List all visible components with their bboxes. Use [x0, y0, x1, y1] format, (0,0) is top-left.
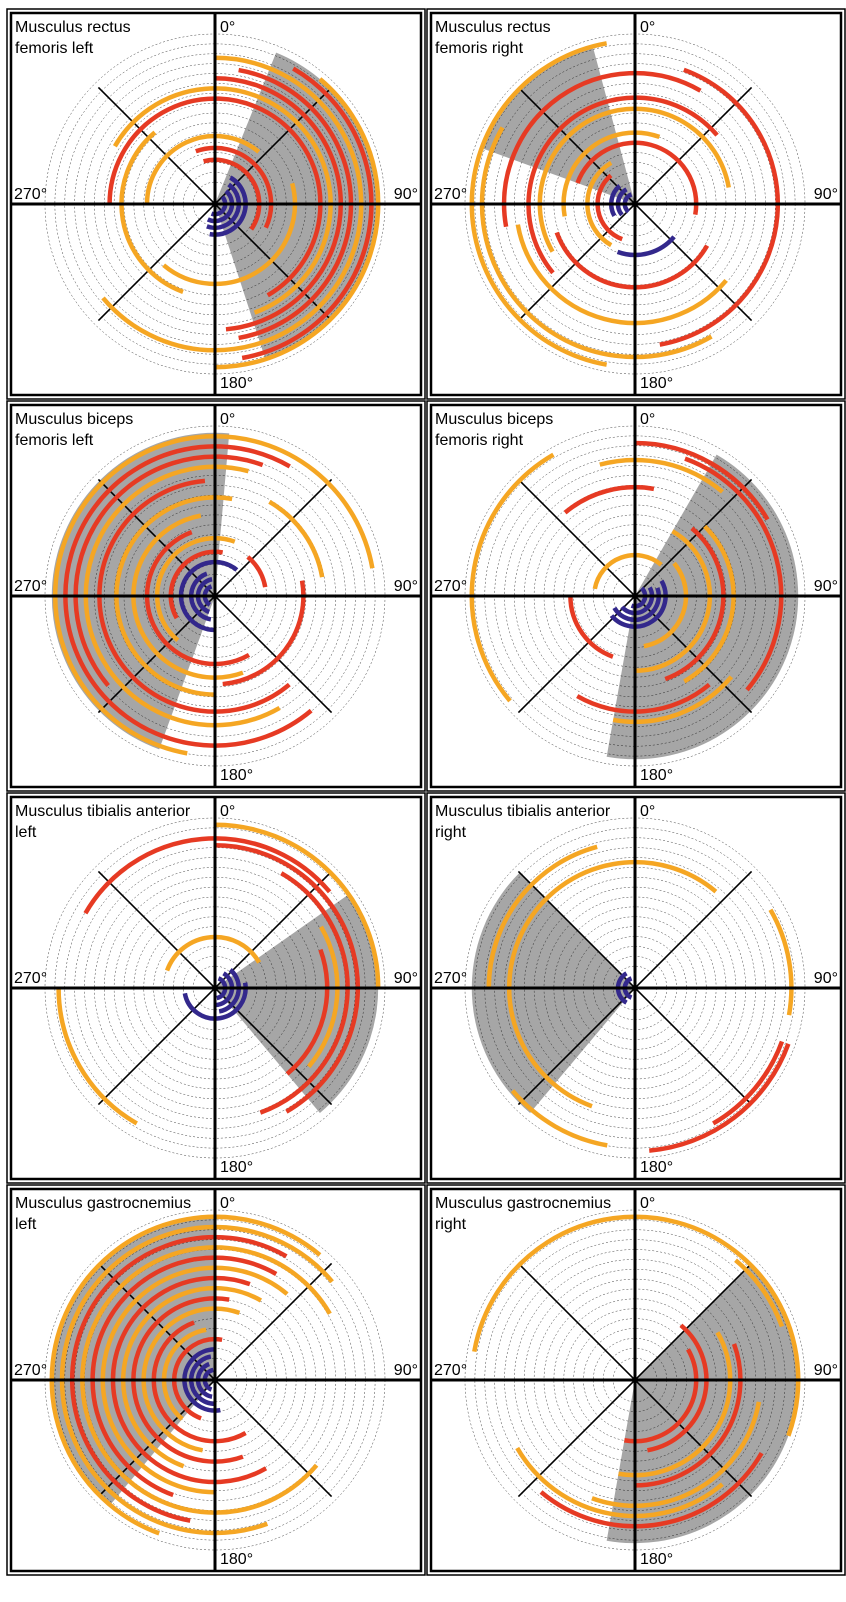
angle-label: 270°	[434, 186, 467, 203]
panel-title: Musculus tibialis anterior left	[15, 803, 191, 841]
angle-label: 180°	[220, 1551, 253, 1568]
panel-title-line: femoris left	[15, 432, 94, 449]
data-arc	[660, 70, 778, 345]
panel-title: Musculus gastrocnemius right	[435, 1195, 611, 1233]
polar-chart: Musculus tibialis anterior left 0° 90° 180° 2…	[6, 792, 426, 1184]
angle-label: 0°	[640, 1195, 655, 1212]
data-arc	[121, 132, 183, 291]
panel-title: Musculus biceps femoris right	[435, 411, 553, 449]
data-arc	[269, 502, 322, 577]
data-arc	[472, 455, 554, 701]
angle-label: 270°	[434, 970, 467, 987]
polar-chart: Musculus gastrocnemius right 0° 90° 180° 270°	[426, 1184, 846, 1576]
angle-label: 90°	[394, 186, 418, 203]
polar-panel: Musculus biceps femoris left 0° 90° 180° 270°	[6, 400, 426, 792]
data-arc	[565, 487, 654, 512]
angle-label: 180°	[220, 375, 253, 392]
angle-label: 180°	[220, 767, 253, 784]
data-arc	[618, 237, 675, 255]
angle-label: 0°	[640, 803, 655, 820]
angle-label: 90°	[814, 970, 838, 987]
angle-label: 180°	[220, 1159, 253, 1176]
polar-chart: Musculus biceps femoris right 0° 90° 180° 270…	[426, 400, 846, 792]
polar-panel: Musculus biceps femoris right 0° 90° 180° 270…	[426, 400, 846, 792]
polar-chart: Musculus biceps femoris left 0° 90° 180° 270°	[6, 400, 426, 792]
angle-label: 180°	[640, 767, 673, 784]
panel-title-line: Musculus tibialis anterior	[15, 803, 191, 820]
angle-label: 270°	[14, 970, 47, 987]
polar-chart: Musculus rectus femoris left 0° 90° 180° 270°	[6, 8, 426, 400]
angle-label: 180°	[640, 1551, 673, 1568]
angle-label: 90°	[814, 1362, 838, 1379]
panel-title-line: Musculus rectus	[435, 19, 551, 36]
angle-label: 270°	[434, 1362, 467, 1379]
panel-title: Musculus rectus femoris left	[15, 19, 131, 57]
polar-panel: Musculus rectus femoris right 0° 90° 180° 270…	[426, 8, 846, 400]
panel-title-line: left	[15, 824, 37, 841]
panel-title-line: Musculus gastrocnemius	[435, 1195, 611, 1212]
angle-label: 90°	[394, 1362, 418, 1379]
data-arc	[649, 1044, 788, 1151]
polar-panel: Musculus tibialis anterior left 0° 90° 180° 2…	[6, 792, 426, 1184]
data-arc	[770, 910, 791, 1015]
panel-title-line: Musculus rectus	[15, 19, 131, 36]
panel-title-line: Musculus tibialis anterior	[435, 803, 611, 820]
panel-title: Musculus biceps femoris left	[15, 411, 133, 449]
angle-label: 0°	[640, 411, 655, 428]
angle-label: 90°	[814, 578, 838, 595]
panel-title-line: left	[15, 1216, 37, 1233]
panel-title-line: Musculus biceps	[435, 411, 553, 428]
polar-chart: Musculus tibialis anterior right 0° 90° 180°…	[426, 792, 846, 1184]
panel-title-line: femoris right	[435, 432, 524, 449]
polar-chart: Musculus gastrocnemius left 0° 90° 180° 270°	[6, 1184, 426, 1576]
angle-label: 90°	[394, 578, 418, 595]
panel-title-line: right	[435, 824, 467, 841]
angle-label: 90°	[394, 970, 418, 987]
polar-chart: Musculus rectus femoris right 0° 90° 180° 270…	[426, 8, 846, 400]
angle-label: 0°	[220, 19, 235, 36]
angle-label: 0°	[220, 803, 235, 820]
polar-panel: Musculus gastrocnemius right 0° 90° 180° 270°	[426, 1184, 846, 1576]
angle-label: 270°	[14, 186, 47, 203]
angle-label: 180°	[640, 375, 673, 392]
polar-panel: Musculus gastrocnemius left 0° 90° 180° 270°	[6, 1184, 426, 1576]
angle-label: 0°	[220, 1195, 235, 1212]
angle-label: 270°	[14, 1362, 47, 1379]
angle-label: 90°	[814, 186, 838, 203]
shaded-sector	[472, 873, 635, 1113]
panel-title-line: Musculus biceps	[15, 411, 133, 428]
data-arc	[85, 838, 329, 913]
angle-label: 270°	[434, 578, 467, 595]
angle-label: 180°	[640, 1159, 673, 1176]
angle-label: 270°	[14, 578, 47, 595]
data-arc	[59, 988, 137, 1123]
panel-title: Musculus rectus femoris right	[435, 19, 551, 57]
polar-panel: Musculus tibialis anterior right 0° 90° 180°…	[426, 792, 846, 1184]
angle-label: 0°	[640, 19, 655, 36]
panel-title-line: femoris left	[15, 40, 94, 57]
polar-panel: Musculus rectus femoris left 0° 90° 180° 270°	[6, 8, 426, 400]
panel-title-line: Musculus gastrocnemius	[15, 1195, 191, 1212]
data-arc	[248, 557, 265, 587]
panel-title-line: femoris right	[435, 40, 524, 57]
panel-title-line: right	[435, 1216, 467, 1233]
panel-title: Musculus tibialis anterior right	[435, 803, 611, 841]
angle-label: 0°	[220, 411, 235, 428]
